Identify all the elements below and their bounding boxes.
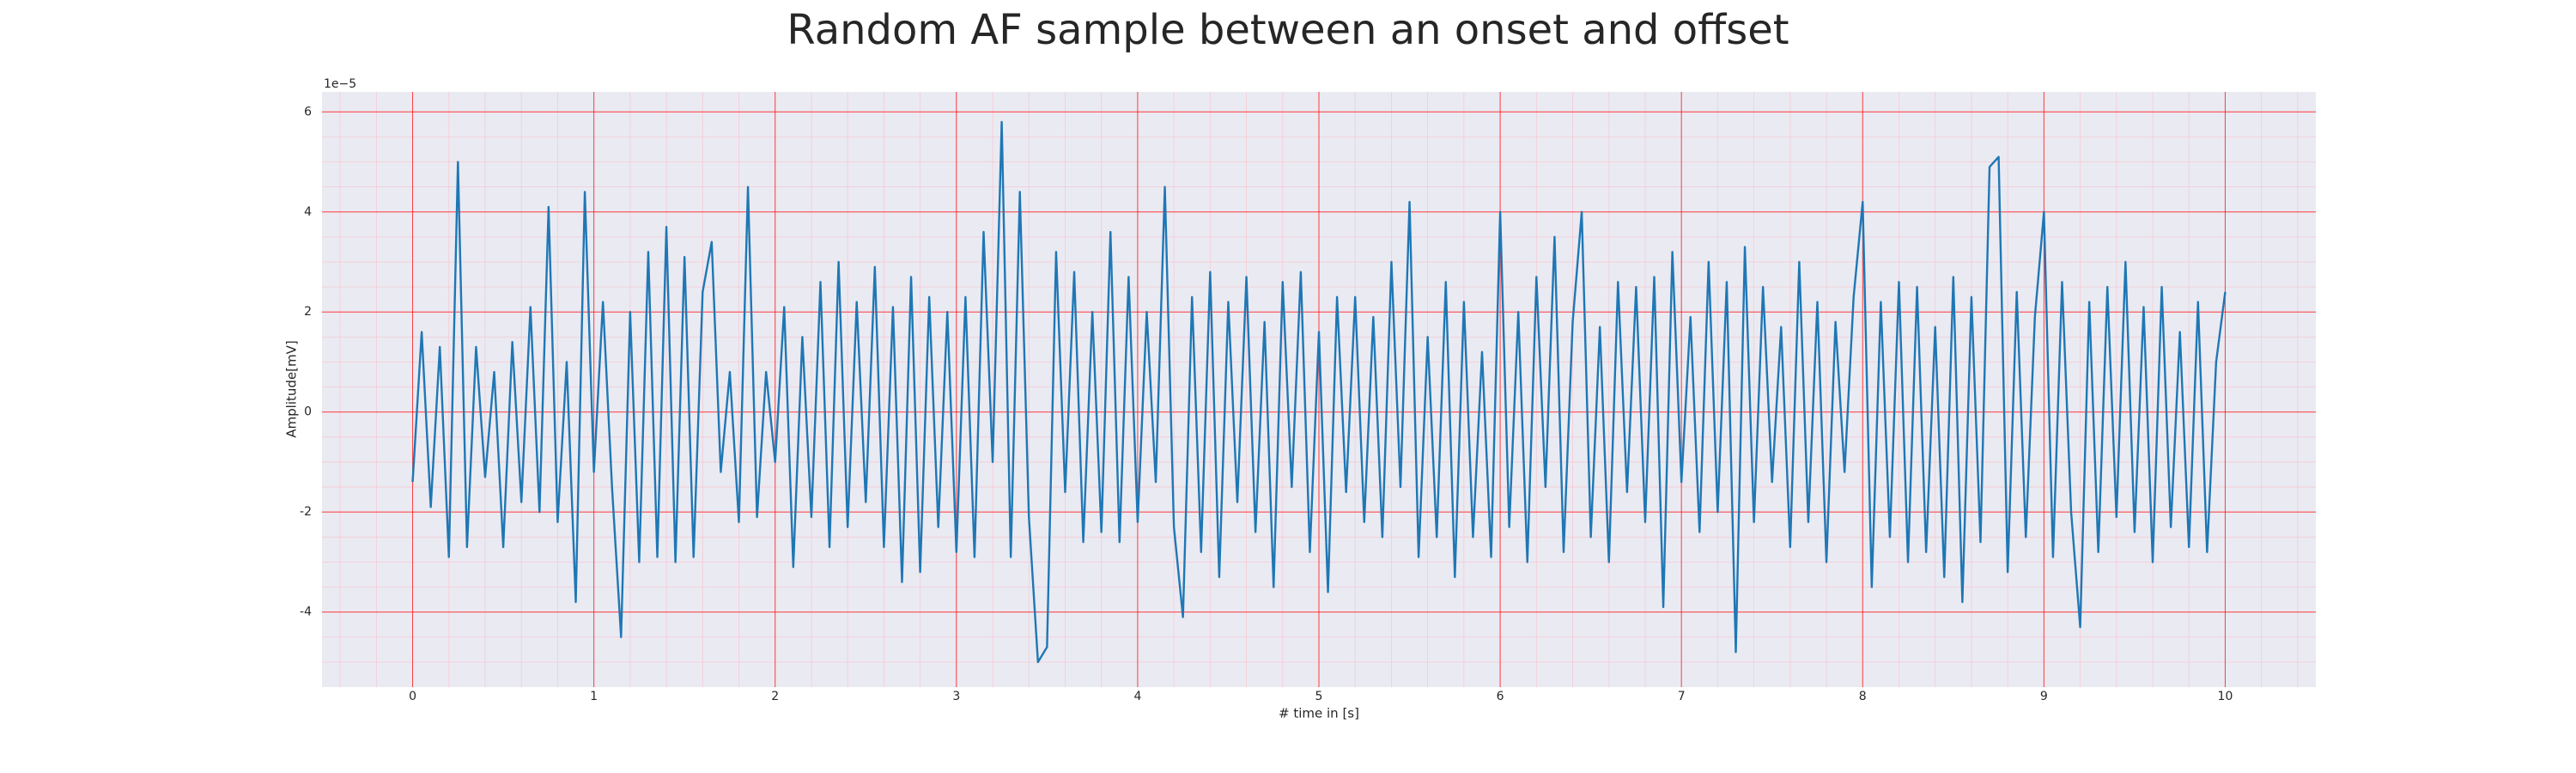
x-tick-label: 4 xyxy=(1133,690,1141,703)
y-tick-label: -2 xyxy=(300,505,312,519)
y-tick-label: -4 xyxy=(300,606,312,619)
x-tick-label: 0 xyxy=(409,690,416,703)
y-tick-label: 6 xyxy=(304,105,312,119)
x-tick-label: 5 xyxy=(1315,690,1323,703)
y-axis-label: Amplitude[mV] xyxy=(284,340,300,437)
x-tick-label: 9 xyxy=(2040,690,2048,703)
x-tick-label: 8 xyxy=(1859,690,1867,703)
chart-title: Random AF sample between an onset and of… xyxy=(787,6,1789,54)
signal-line xyxy=(411,120,2227,664)
y-tick-label: 0 xyxy=(304,405,312,419)
x-tick-label: 10 xyxy=(2218,690,2233,703)
y-offset-label: 1e−5 xyxy=(324,77,356,91)
x-tick-label: 3 xyxy=(952,690,960,703)
x-tick-label: 2 xyxy=(771,690,779,703)
x-tick-label: 1 xyxy=(590,690,598,703)
x-tick-label: 7 xyxy=(1678,690,1686,703)
y-tick-label: 2 xyxy=(304,305,312,319)
y-tick-label: 4 xyxy=(304,205,312,219)
x-axis-label: # time in [s] xyxy=(1279,706,1359,721)
x-tick-label: 6 xyxy=(1497,690,1504,703)
